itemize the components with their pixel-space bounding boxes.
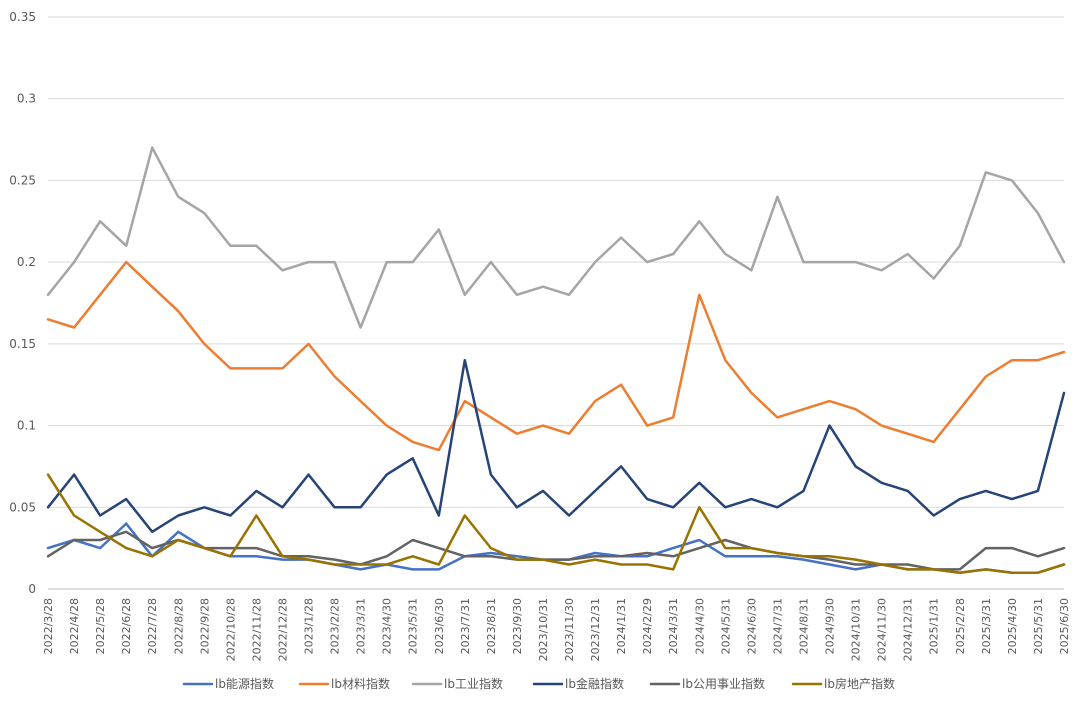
x-tick-label: 2023/2/28 <box>329 598 342 654</box>
x-tick-label: 2023/5/31 <box>407 598 420 654</box>
x-tick-label: 2022/7/28 <box>146 598 159 654</box>
x-tick-label: 2022/6/28 <box>120 598 133 654</box>
x-tick-label: 2023/9/30 <box>511 598 524 654</box>
legend-label: lb能源指数 <box>215 676 274 691</box>
x-tick-label: 2025/1/31 <box>928 598 941 654</box>
x-tick-label: 2023/7/31 <box>459 598 472 654</box>
x-tick-label: 2023/11/30 <box>563 598 576 661</box>
x-tick-label: 2024/10/31 <box>850 598 863 661</box>
x-tick-label: 2023/12/31 <box>589 598 602 661</box>
x-tick-label: 2025/4/30 <box>1006 598 1019 654</box>
x-tick-label: 2024/7/31 <box>771 598 784 654</box>
x-tick-label: 2025/6/30 <box>1058 598 1071 654</box>
series-line-1 <box>46 260 1066 452</box>
x-tick-label: 2022/8/28 <box>172 598 185 654</box>
series-lines <box>46 146 1066 574</box>
x-tick-label: 2025/3/31 <box>980 598 993 654</box>
y-tick-label: 0.3 <box>17 92 36 106</box>
y-tick-label: 0.1 <box>17 419 36 433</box>
legend: lb能源指数 lb材料指数 lb工业指数 lb金融指数 lb公用事业指数 lb房地产指数 <box>182 676 895 691</box>
x-axis: 2022/3/28 2022/4/28 2022/5/28 2022/6/28 2022… <box>42 598 1071 661</box>
x-tick-label: 2023/10/31 <box>537 598 550 661</box>
y-tick-label: 0 <box>28 582 36 596</box>
x-tick-label: 2023/4/30 <box>381 598 394 654</box>
x-tick-label: 2024/1/31 <box>615 598 628 654</box>
x-tick-label: 2022/4/28 <box>68 598 81 654</box>
x-tick-label: 2024/11/30 <box>876 598 889 661</box>
x-tick-label: 2024/8/31 <box>797 598 810 654</box>
y-tick-label: 0.35 <box>9 10 36 24</box>
x-tick-label: 2022/5/28 <box>94 598 107 654</box>
y-tick-label: 0.25 <box>9 173 36 187</box>
series-line-4 <box>46 530 1066 571</box>
y-tick-label: 0.2 <box>17 255 36 269</box>
x-tick-label: 2023/6/30 <box>433 598 446 654</box>
x-tick-label: 2023/1/28 <box>303 598 316 654</box>
x-tick-label: 2024/5/31 <box>719 598 732 654</box>
gridlines <box>48 16 1064 590</box>
legend-label: lb工业指数 <box>444 676 503 691</box>
y-tick-label: 0.05 <box>9 500 36 514</box>
x-tick-label: 2024/6/30 <box>745 598 758 654</box>
x-tick-label: 2024/12/31 <box>902 598 915 661</box>
series-line-3 <box>46 358 1066 534</box>
series-line-2 <box>46 146 1066 329</box>
x-tick-label: 2023/8/31 <box>485 598 498 654</box>
x-tick-label: 2024/4/30 <box>693 598 706 654</box>
x-tick-label: 2024/2/29 <box>641 598 654 654</box>
x-tick-label: 2022/3/28 <box>42 598 55 654</box>
x-tick-label: 2024/3/31 <box>667 598 680 654</box>
x-tick-label: 2024/9/30 <box>824 598 837 654</box>
x-tick-label: 2025/5/31 <box>1032 598 1045 654</box>
y-tick-label: 0.15 <box>9 337 36 351</box>
legend-label: lb材料指数 <box>331 676 390 691</box>
x-tick-label: 2022/12/28 <box>276 598 289 661</box>
x-tick-label: 2025/2/28 <box>954 598 967 654</box>
y-axis: 0 0.05 0.1 0.15 0.2 0.25 0.3 0.35 <box>9 10 36 596</box>
legend-label: lb公用事业指数 <box>682 676 765 691</box>
x-tick-label: 2023/3/31 <box>355 598 368 654</box>
x-tick-label: 2022/11/28 <box>250 598 263 661</box>
series-line-5 <box>46 473 1066 574</box>
x-tick-label: 2022/10/28 <box>224 598 237 661</box>
legend-label: lb房地产指数 <box>824 676 895 691</box>
legend-label: lb金融指数 <box>565 676 624 691</box>
x-tick-label: 2022/9/28 <box>198 598 211 654</box>
